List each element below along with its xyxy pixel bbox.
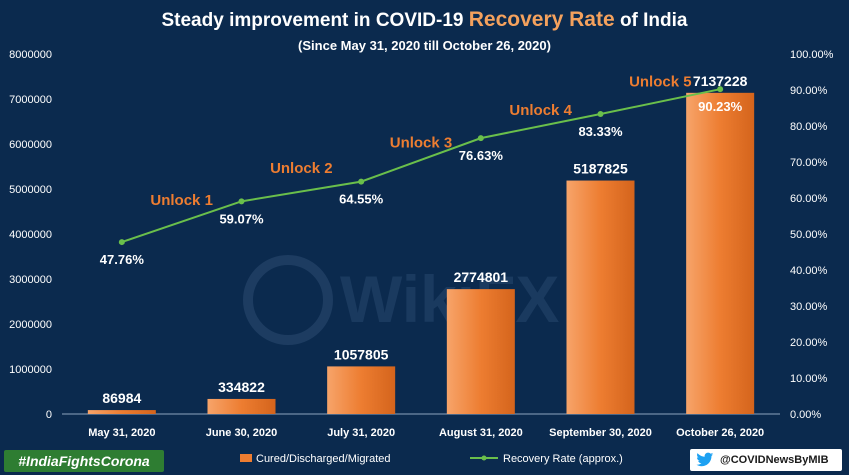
watermark-logo-circle [243, 255, 333, 345]
hashtag-badge: #IndiaFightsCorona [4, 450, 164, 472]
twitter-handle-badge: @COVIDNewsByMIB [690, 449, 842, 471]
bar [327, 366, 396, 414]
legend-bar-swatch [240, 454, 252, 462]
bar [207, 398, 276, 414]
line-point [597, 111, 604, 118]
twitter-bird-icon [696, 452, 714, 467]
x-tick-label: July 31, 2020 [327, 427, 395, 439]
y2-tick-label: 40.00% [790, 265, 828, 277]
bar [446, 289, 515, 414]
unlock-annotation: Unlock 5 [629, 73, 692, 90]
line-point [717, 86, 724, 93]
bar-value-label: 7137228 [693, 73, 748, 89]
y2-tick-label: 90.00% [790, 85, 828, 97]
title-accent: Recovery Rate [468, 8, 615, 31]
y2-tick-label: 60.00% [790, 193, 828, 205]
handle-text: @COVIDNewsByMIB [720, 454, 829, 466]
line-point [238, 198, 245, 205]
x-tick-label: June 30, 2020 [206, 427, 278, 439]
legend-line-marker [481, 455, 487, 461]
bar-value-label: 2774801 [454, 269, 509, 285]
unlock-annotation: Unlock 1 [150, 192, 213, 209]
line-value-label: 64.55% [339, 192, 384, 207]
line-value-label: 47.76% [100, 252, 145, 267]
bar-value-label: 86984 [102, 390, 141, 406]
bar [686, 92, 755, 414]
y-tick-label: 5000000 [9, 184, 52, 196]
unlock-annotation: Unlock 3 [390, 135, 453, 152]
bar-value-label: 334822 [218, 379, 265, 395]
x-tick-label: August 31, 2020 [439, 427, 523, 439]
header: Steady improvement in COVID-19 Recovery … [0, 8, 849, 53]
line-value-label: 90.23% [698, 99, 743, 114]
title-part1: Steady improvement in COVID-19 [161, 10, 464, 31]
line-value-label: 76.63% [459, 148, 504, 163]
line-point [477, 135, 484, 142]
chart-title: Steady improvement in COVID-19 Recovery … [0, 8, 849, 32]
line-value-label: 59.07% [219, 211, 264, 226]
y-tick-label: 3000000 [9, 274, 52, 286]
y2-tick-label: 30.00% [790, 301, 828, 313]
y-tick-label: 1000000 [9, 364, 52, 376]
y2-tick-label: 20.00% [790, 337, 828, 349]
line-point [358, 178, 365, 185]
x-tick-label: September 30, 2020 [549, 427, 652, 439]
line-value-label: 83.33% [578, 124, 623, 139]
y-tick-label: 4000000 [9, 229, 52, 241]
y2-tick-label: 70.00% [790, 157, 828, 169]
legend-line-label: Recovery Rate (approx.) [503, 453, 623, 465]
y-tick-label: 0 [46, 409, 52, 421]
y-tick-label: 2000000 [9, 319, 52, 331]
x-tick-label: October 26, 2020 [676, 427, 764, 439]
y2-tick-label: 0.00% [790, 409, 821, 421]
bar [87, 410, 156, 414]
unlock-annotation: Unlock 2 [270, 160, 333, 177]
chart-subtitle: (Since May 31, 2020 till October 26, 202… [298, 38, 551, 53]
title-part2: of India [619, 10, 688, 31]
x-tick-label: May 31, 2020 [88, 427, 155, 439]
y2-tick-label: 50.00% [790, 229, 828, 241]
unlock-annotation: Unlock 4 [509, 102, 572, 119]
bar [566, 180, 635, 414]
y2-tick-label: 80.00% [790, 121, 828, 133]
y-tick-label: 7000000 [9, 94, 52, 106]
y-tick-label: 6000000 [9, 139, 52, 151]
legend-bar-label: Cured/Discharged/Migrated [256, 453, 391, 465]
y2-tick-label: 100.00% [790, 49, 834, 61]
bar-value-label: 5187825 [573, 161, 628, 177]
y-tick-label: 8000000 [9, 49, 52, 61]
bar-value-label: 1057805 [334, 346, 389, 362]
line-point [118, 239, 125, 246]
y2-tick-label: 10.00% [790, 373, 828, 385]
series-line [121, 88, 721, 244]
